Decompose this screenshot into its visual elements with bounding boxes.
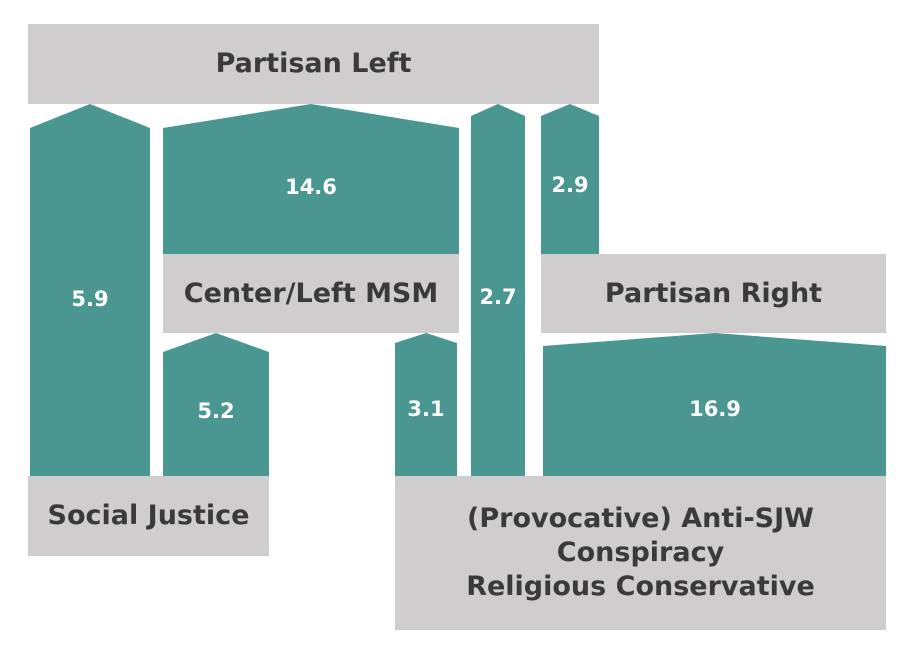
flow-value-16-9: 16.9: [689, 397, 741, 421]
group-label: Conspiracy: [556, 537, 725, 568]
flow-arrow-partisan-left-to-center-left-msm: [163, 104, 459, 254]
group-anti-sjw: (Provocative) Anti-SJW Conspiracy Religi…: [395, 476, 886, 630]
flow-value-3-1: 3.1: [407, 397, 444, 421]
group-partisan-right: Partisan Right: [541, 254, 886, 333]
flow-arrow-center-left-msm-to-social-justice: [163, 333, 269, 476]
group-label: Religious Conservative: [466, 571, 815, 602]
flow-arrow-partisan-left-to-social-justice: [30, 104, 150, 476]
flow-value-5-9: 5.9: [71, 287, 108, 311]
flow-arrow-partisan-right-to-anti-sjw: [543, 333, 886, 476]
group-center-left-msm: Center/Left MSM: [163, 254, 459, 333]
group-label: Partisan Left: [215, 48, 412, 79]
group-social-justice: Social Justice: [28, 476, 269, 556]
flow-value-5-2: 5.2: [197, 399, 234, 423]
flow-value-14-6: 14.6: [285, 175, 337, 199]
flow-arrow-partisan-left-to-anti-sjw: [471, 104, 525, 476]
flow-value-2-9: 2.9: [551, 173, 588, 197]
group-label: Center/Left MSM: [183, 277, 439, 309]
flow-arrow-partisan-left-to-partisan-right: [541, 104, 599, 254]
group-label: Social Justice: [47, 500, 250, 531]
flow-value-2-7: 2.7: [479, 285, 516, 309]
flow-arrow-center-left-msm-to-anti-sjw: [395, 333, 457, 476]
group-label: Partisan Right: [604, 277, 823, 309]
group-label: (Provocative) Anti-SJW: [467, 503, 814, 534]
group-partisan-left: Partisan Left: [28, 24, 599, 104]
